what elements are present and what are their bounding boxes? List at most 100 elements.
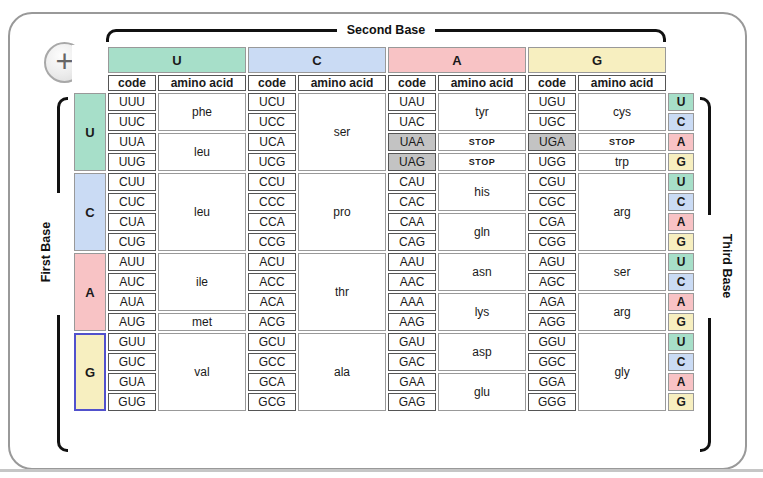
- second-base-bracket: Second Base: [106, 29, 666, 43]
- code-cell: UGU: [528, 93, 576, 111]
- third-base-bracket: [700, 318, 711, 452]
- code-cell: UGG: [528, 153, 576, 171]
- code-cell: UAG: [388, 153, 436, 171]
- code-cell: GUU: [108, 333, 156, 351]
- code-cell: UAC: [388, 113, 436, 131]
- code-cell: GCC: [248, 353, 296, 371]
- amino-acid-header: amino acid: [578, 75, 666, 91]
- code-cell: AUA: [108, 293, 156, 311]
- amino-acid-cell: val: [158, 333, 246, 411]
- code-cell: CGG: [528, 233, 576, 251]
- code-cell: AGU: [528, 253, 576, 271]
- amino-acid-cell: phe: [158, 93, 246, 131]
- code-cell: CAC: [388, 193, 436, 211]
- first-base-label: First Base: [39, 206, 53, 298]
- amino-acid-cell: cys: [578, 93, 666, 131]
- first-base-bracket: [57, 315, 68, 452]
- amino-acid-cell: glu: [438, 373, 526, 411]
- code-cell: CGA: [528, 213, 576, 231]
- code-cell: CAA: [388, 213, 436, 231]
- code-cell: CCA: [248, 213, 296, 231]
- code-header: code: [388, 75, 436, 91]
- code-cell: CAG: [388, 233, 436, 251]
- codon-table-body: UCAGcodeamino acidcodeamino acidcodeamin…: [74, 47, 694, 411]
- code-cell: CUA: [108, 213, 156, 231]
- third-base-cell-A: A: [668, 293, 694, 311]
- second-base-header-A: A: [388, 47, 526, 73]
- code-cell: UCA: [248, 133, 296, 151]
- code-cell: AUC: [108, 273, 156, 291]
- code-cell: CUU: [108, 173, 156, 191]
- third-base-cell-C: C: [668, 193, 694, 211]
- code-cell: ACG: [248, 313, 296, 331]
- code-header: code: [528, 75, 576, 91]
- code-cell: UAA: [388, 133, 436, 151]
- spacer-cell: [668, 75, 694, 91]
- code-cell: UCG: [248, 153, 296, 171]
- code-cell: ACA: [248, 293, 296, 311]
- code-header: code: [248, 75, 296, 91]
- code-cell: UUU: [108, 93, 156, 111]
- code-cell: ACC: [248, 273, 296, 291]
- third-base-cell-U: U: [668, 253, 694, 271]
- third-base-cell-G: G: [668, 393, 694, 411]
- third-base-cell-C: C: [668, 353, 694, 371]
- amino-acid-cell: thr: [298, 253, 386, 331]
- table-row: AAUUileACUthrAAUasnAGUserU: [74, 253, 694, 271]
- code-cell: CUG: [108, 233, 156, 251]
- third-base-cell-G: G: [668, 233, 694, 251]
- third-base-cell-U: U: [668, 93, 694, 111]
- amino-acid-cell: STOP: [438, 133, 526, 151]
- code-cell: AGC: [528, 273, 576, 291]
- code-cell: GAU: [388, 333, 436, 351]
- code-cell: GCA: [248, 373, 296, 391]
- code-cell: AUG: [108, 313, 156, 331]
- first-base-cell-G: G: [74, 333, 106, 411]
- code-cell: GGG: [528, 393, 576, 411]
- code-cell: GUG: [108, 393, 156, 411]
- codon-table: UCAGcodeamino acidcodeamino acidcodeamin…: [72, 45, 696, 413]
- code-cell: AAG: [388, 313, 436, 331]
- table-row: GGUUvalGCUalaGAUaspGGUglyU: [74, 333, 694, 351]
- code-cell: ACU: [248, 253, 296, 271]
- amino-acid-cell: STOP: [578, 133, 666, 151]
- amino-acid-cell: asp: [438, 333, 526, 371]
- code-cell: CGU: [528, 173, 576, 191]
- code-cell: UUA: [108, 133, 156, 151]
- third-base-cell-A: A: [668, 133, 694, 151]
- amino-acid-cell: ser: [578, 253, 666, 291]
- page-divider: [0, 469, 763, 472]
- code-cell: GGA: [528, 373, 576, 391]
- third-base-cell-A: A: [668, 373, 694, 391]
- code-cell: AAA: [388, 293, 436, 311]
- second-base-label: Second Base: [337, 23, 436, 37]
- first-base-cell-A: A: [74, 253, 106, 331]
- bracket-line: [106, 29, 337, 42]
- first-base-bracket: [57, 97, 68, 193]
- code-cell: UUC: [108, 113, 156, 131]
- bracket-line: [435, 29, 666, 42]
- code-cell: GGC: [528, 353, 576, 371]
- code-cell: UUG: [108, 153, 156, 171]
- spacer-cell: [668, 47, 694, 73]
- code-cell: GCU: [248, 333, 296, 351]
- code-cell: CCG: [248, 233, 296, 251]
- second-base-header-U: U: [108, 47, 246, 73]
- code-cell: CAU: [388, 173, 436, 191]
- amino-acid-cell: tyr: [438, 93, 526, 131]
- amino-acid-cell: trp: [578, 153, 666, 171]
- amino-acid-cell: leu: [158, 133, 246, 171]
- code-cell: CCU: [248, 173, 296, 191]
- code-cell: UCU: [248, 93, 296, 111]
- amino-acid-cell: leu: [158, 173, 246, 251]
- amino-acid-cell: gln: [438, 213, 526, 251]
- code-cell: AAC: [388, 273, 436, 291]
- code-cell: GGU: [528, 333, 576, 351]
- amino-acid-cell: ala: [298, 333, 386, 411]
- amino-acid-cell: ile: [158, 253, 246, 311]
- code-cell: UGC: [528, 113, 576, 131]
- code-cell: CCC: [248, 193, 296, 211]
- code-cell: CUC: [108, 193, 156, 211]
- third-base-cell-U: U: [668, 173, 694, 191]
- code-cell: GAC: [388, 353, 436, 371]
